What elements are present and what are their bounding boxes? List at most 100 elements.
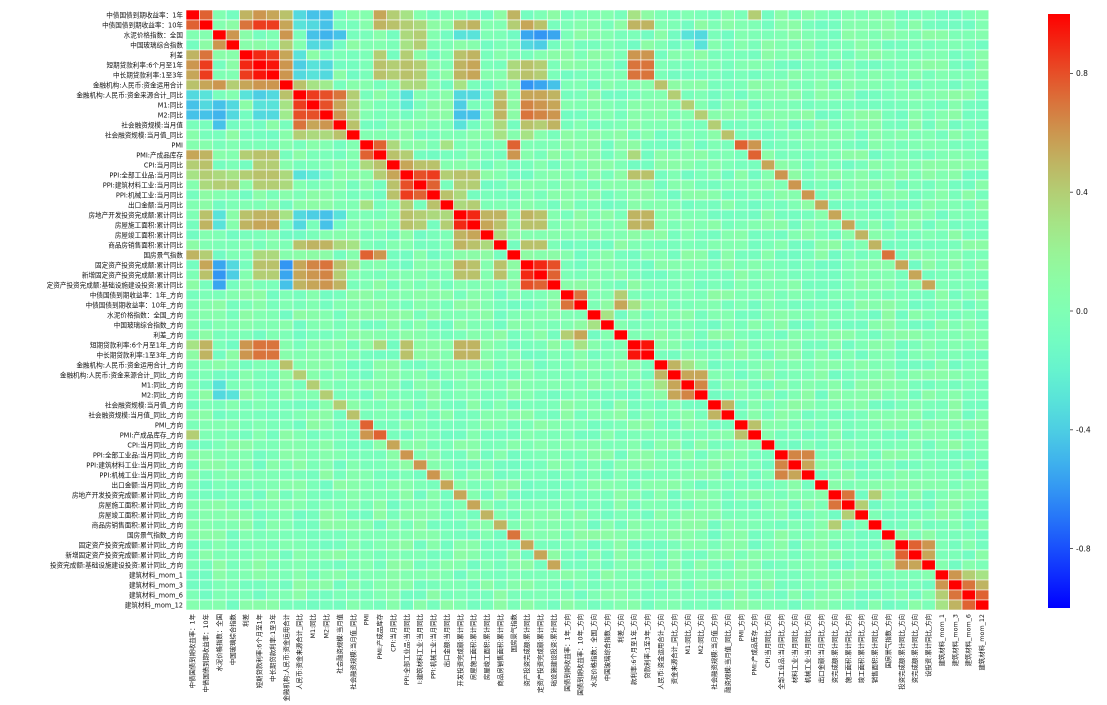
heatmap-cell — [707, 139, 722, 151]
heatmap-cell — [680, 239, 695, 251]
heatmap-cell — [239, 379, 254, 391]
column-label: 人民币:资金来源合计_同比 — [295, 613, 304, 689]
heatmap-cell — [653, 159, 668, 171]
heatmap-cell — [386, 99, 401, 111]
heatmap-cell — [761, 379, 776, 391]
heatmap-cell — [453, 519, 468, 531]
heatmap-cell — [265, 429, 280, 441]
heatmap-cell — [734, 439, 749, 451]
heatmap-cell — [199, 529, 214, 541]
heatmap-cell — [332, 309, 347, 321]
heatmap-cell — [747, 399, 762, 411]
heatmap-cell — [212, 159, 227, 171]
heatmap-cell — [774, 209, 789, 221]
heatmap-cell — [934, 509, 949, 521]
heatmap-cell — [386, 419, 401, 431]
heatmap-cell — [747, 389, 762, 401]
heatmap-cell — [332, 39, 347, 51]
heatmap-cell — [279, 499, 294, 511]
heatmap-cell — [761, 89, 776, 101]
heatmap-cell — [667, 379, 682, 391]
heatmap-cell — [199, 119, 214, 131]
heatmap-cell — [560, 529, 575, 541]
heatmap-cell — [332, 379, 347, 391]
heatmap-cell — [346, 469, 361, 481]
heatmap-cell — [854, 149, 869, 161]
heatmap-cell — [801, 279, 816, 291]
heatmap-cell — [627, 249, 642, 261]
heatmap-cell — [613, 399, 628, 411]
heatmap-cell — [587, 169, 602, 181]
heatmap-cell — [225, 69, 240, 81]
heatmap-cell — [827, 429, 842, 441]
heatmap-cell — [734, 59, 749, 71]
heatmap-cell — [707, 459, 722, 471]
heatmap-cell — [587, 569, 602, 581]
heatmap-cell — [332, 219, 347, 231]
heatmap-cell — [399, 9, 414, 21]
heatmap-cell — [881, 539, 896, 551]
heatmap-cell — [613, 69, 628, 81]
heatmap-cell — [239, 159, 254, 171]
heatmap-cell — [239, 469, 254, 481]
heatmap-cell — [881, 509, 896, 521]
heatmap-cell — [774, 179, 789, 191]
heatmap-cell — [600, 549, 615, 561]
heatmap-cell — [627, 89, 642, 101]
heatmap-cell — [239, 29, 254, 41]
heatmap-cell — [908, 229, 923, 241]
heatmap-cell — [493, 449, 508, 461]
heatmap-cell — [506, 599, 521, 611]
heatmap-cell — [453, 209, 468, 221]
heatmap-cell — [908, 49, 923, 61]
heatmap-cell — [466, 499, 481, 511]
heatmap-cell — [493, 459, 508, 471]
heatmap-cell — [546, 309, 561, 321]
heatmap-cell — [573, 199, 588, 211]
heatmap-cell — [279, 369, 294, 381]
heatmap-cell — [787, 569, 802, 581]
heatmap-cell — [707, 389, 722, 401]
heatmap-cell — [560, 579, 575, 591]
heatmap-cell — [694, 19, 709, 31]
heatmap-cell — [225, 419, 240, 431]
heatmap-cell — [466, 79, 481, 91]
heatmap-cell — [546, 349, 561, 361]
heatmap-cell — [667, 69, 682, 81]
heatmap-cell — [761, 149, 776, 161]
heatmap-cell — [279, 139, 294, 151]
heatmap-cell — [373, 129, 388, 141]
heatmap-cell — [961, 169, 976, 181]
heatmap-cell — [948, 179, 963, 191]
heatmap-cell — [560, 449, 575, 461]
heatmap-cell — [493, 419, 508, 431]
heatmap-cell — [734, 419, 749, 431]
heatmap-cell — [252, 359, 267, 371]
heatmap-cell — [493, 389, 508, 401]
heatmap-cell — [225, 449, 240, 461]
heatmap-cell — [265, 79, 280, 91]
heatmap-cell — [279, 119, 294, 131]
heatmap-cell — [854, 449, 869, 461]
heatmap-cell — [199, 479, 214, 491]
heatmap-cell — [600, 259, 615, 271]
heatmap-cell — [413, 289, 428, 301]
heatmap-cell — [908, 309, 923, 321]
row-label: 国房景气指数_方向 — [127, 530, 183, 539]
row-label: M2:同比_方向 — [141, 390, 183, 399]
heatmap-cell — [747, 79, 762, 91]
heatmap-cell — [600, 19, 615, 31]
heatmap-cell — [814, 109, 829, 121]
heatmap-cell — [761, 589, 776, 601]
heatmap-cell — [814, 339, 829, 351]
heatmap-cell — [934, 459, 949, 471]
heatmap-cell — [332, 509, 347, 521]
heatmap-cell — [185, 79, 200, 91]
heatmap-cell — [667, 319, 682, 331]
heatmap-cell — [854, 319, 869, 331]
heatmap-cell — [894, 159, 909, 171]
heatmap-cell — [640, 189, 655, 201]
heatmap-cell — [520, 569, 535, 581]
heatmap-cell — [627, 589, 642, 601]
heatmap-cell — [747, 199, 762, 211]
